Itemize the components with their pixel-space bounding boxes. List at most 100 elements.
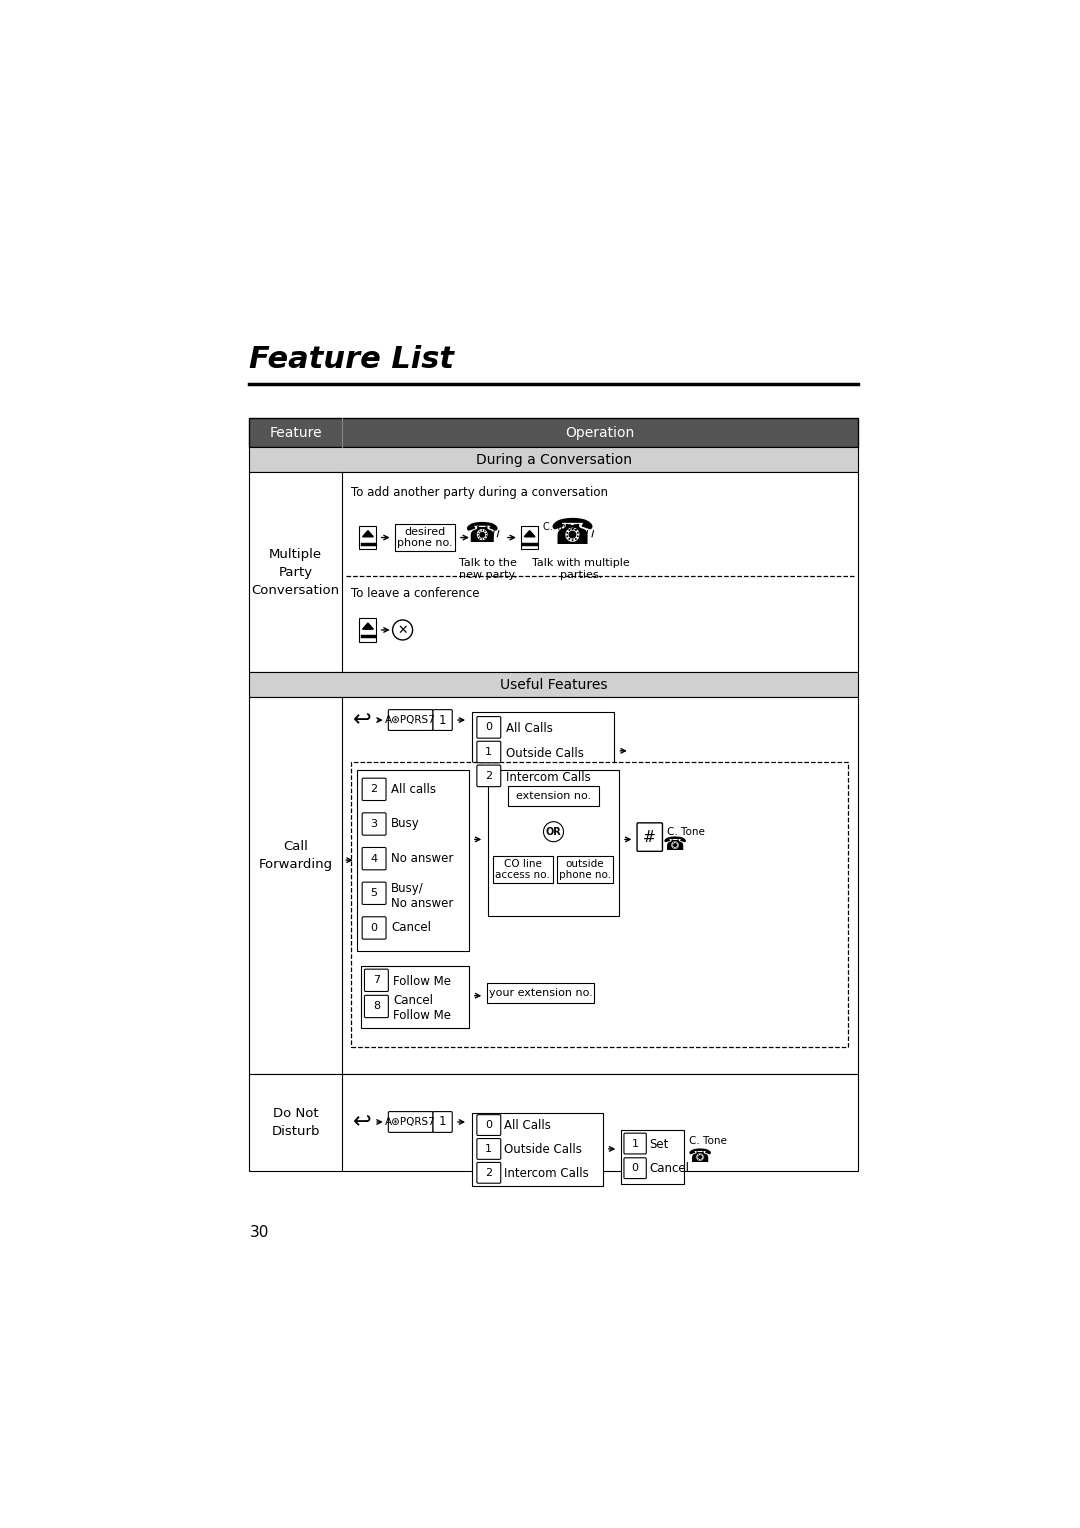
Text: Outside Calls: Outside Calls [505,747,583,759]
FancyBboxPatch shape [362,813,386,836]
Text: Outside Calls: Outside Calls [504,1143,582,1157]
Text: All Calls: All Calls [505,723,553,735]
Text: A⊛PQRS7: A⊛PQRS7 [386,1117,436,1128]
Bar [249,419,858,448]
Text: 2: 2 [485,1167,492,1178]
Text: ☎: ☎ [663,834,687,854]
Text: 1: 1 [632,1138,638,1149]
Bar [488,770,619,917]
Text: 8: 8 [373,1001,380,1012]
Text: Call
Forwarding: Call Forwarding [258,840,333,871]
Text: C. Tone: C. Tone [543,521,579,532]
Polygon shape [363,623,374,630]
Text: ✕: ✕ [397,623,408,637]
Text: Set: Set [649,1138,669,1151]
Bar [351,762,849,1047]
Text: outside
phone no.: outside phone no. [559,859,611,880]
Bar [472,1112,603,1186]
FancyBboxPatch shape [364,995,389,1018]
Text: Multiple
Party
Conversation: Multiple Party Conversation [252,547,339,597]
Text: 1: 1 [438,714,446,726]
Text: C. Tone: C. Tone [689,1137,727,1146]
Text: Operation: Operation [565,426,634,440]
FancyBboxPatch shape [433,1111,453,1132]
FancyBboxPatch shape [389,709,433,730]
Text: 1: 1 [485,1144,492,1154]
Polygon shape [524,530,535,536]
Bar [249,1074,858,1170]
Text: OR: OR [545,827,562,837]
FancyBboxPatch shape [624,1158,646,1178]
Bar [621,1129,685,1184]
FancyBboxPatch shape [389,1111,433,1132]
Text: To leave a conference: To leave a conference [351,587,480,601]
Bar [360,619,377,642]
Text: 1: 1 [485,747,492,756]
Text: A⊛PQRS7: A⊛PQRS7 [386,715,436,726]
Bar [522,526,538,549]
Text: Cancel
Follow Me: Cancel Follow Me [393,995,451,1022]
FancyBboxPatch shape [433,709,453,730]
Text: 0: 0 [485,723,492,732]
Text: Useful Features: Useful Features [500,677,607,692]
Text: your extension no.: your extension no. [488,989,592,998]
Text: ↩: ↩ [353,711,372,730]
Bar [492,856,553,883]
Text: 3: 3 [370,819,378,830]
FancyBboxPatch shape [477,1163,501,1183]
Text: Feature: Feature [269,426,322,440]
FancyBboxPatch shape [477,741,501,762]
Polygon shape [363,530,374,536]
FancyBboxPatch shape [364,969,389,992]
Bar [487,984,594,1004]
Text: ☎: ☎ [688,1148,712,1166]
Text: Busy: Busy [391,817,420,831]
FancyBboxPatch shape [362,778,386,801]
Text: 2: 2 [485,770,492,781]
Text: extension no.: extension no. [516,790,591,801]
Text: 0: 0 [370,923,378,934]
Text: All calls: All calls [391,782,436,796]
FancyBboxPatch shape [477,1138,501,1160]
Text: During a Conversation: During a Conversation [475,452,632,466]
Bar [395,524,455,552]
Text: C. Tone: C. Tone [667,827,705,837]
FancyBboxPatch shape [362,882,386,905]
Text: Cancel: Cancel [391,921,431,935]
Bar [249,672,858,697]
Bar [249,697,858,1074]
Circle shape [543,822,564,842]
Text: 0: 0 [485,1120,492,1131]
Bar [357,770,469,950]
FancyBboxPatch shape [637,824,662,851]
Bar [472,712,615,793]
Text: 4: 4 [370,854,378,863]
Text: Talk to the
new party.: Talk to the new party. [459,558,517,581]
Text: Talk with multiple
parties.: Talk with multiple parties. [532,558,630,581]
Text: All Calls: All Calls [504,1120,551,1132]
Text: Intercom Calls: Intercom Calls [505,770,591,784]
FancyBboxPatch shape [624,1134,646,1154]
Text: Busy/
No answer: Busy/ No answer [391,882,454,911]
Bar [557,856,612,883]
Text: ↩: ↩ [353,1112,372,1132]
Text: Cancel: Cancel [649,1163,689,1175]
Text: #: # [644,830,657,845]
Text: 1: 1 [438,1115,446,1129]
Text: ☎: ☎ [550,516,594,550]
Bar [249,419,858,448]
FancyBboxPatch shape [477,1114,501,1135]
Bar [361,966,469,1028]
FancyBboxPatch shape [362,848,386,869]
Bar [360,526,377,549]
Text: Feature List: Feature List [249,345,455,374]
Text: 5: 5 [370,888,378,898]
Text: 7: 7 [373,975,380,986]
Text: 0: 0 [632,1163,638,1174]
Text: Do Not
Disturb: Do Not Disturb [271,1106,320,1138]
Bar [508,785,599,805]
Text: To add another party during a conversation: To add another party during a conversati… [351,486,608,500]
Bar [249,472,858,672]
Text: 2: 2 [370,784,378,795]
FancyBboxPatch shape [362,917,386,940]
